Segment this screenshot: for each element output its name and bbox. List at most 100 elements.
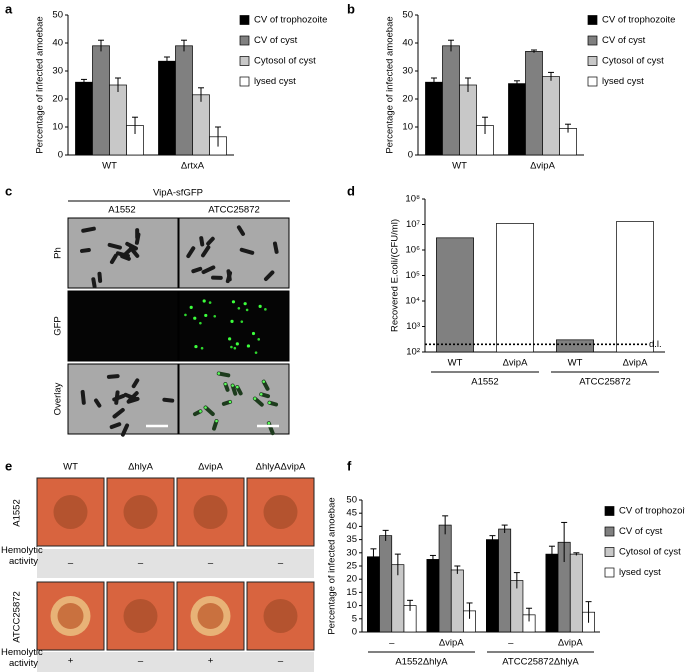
colony (263, 599, 298, 633)
bar (556, 339, 594, 353)
hemolytic-value: + (68, 656, 74, 667)
legend-swatch (604, 567, 615, 578)
hemolytic-value: – (278, 558, 284, 569)
x-tick-label: WT (448, 358, 463, 369)
y-tick-label: 10 (346, 600, 357, 611)
bacterium (201, 245, 211, 258)
legend-label: CV of trophozoite (619, 506, 685, 517)
gfp-focus (237, 307, 241, 310)
bacterium (212, 419, 219, 431)
bar (425, 81, 443, 156)
group-label: ATCC25872ΔhlyA (502, 657, 579, 668)
colony (53, 495, 88, 529)
legend-swatch (239, 76, 250, 87)
y-tick-label: 50 (52, 10, 63, 21)
y-tick-label: 50 (402, 10, 413, 21)
panel-title: VipA-sfGFP (153, 188, 203, 199)
legend-label: lysed cyst (602, 76, 644, 87)
legend-swatch (604, 506, 615, 516)
column-label: ΔhlyA (128, 462, 153, 473)
bacterium (112, 407, 125, 419)
x-tick-label: ΔvipA (623, 358, 648, 369)
y-tick-label: 15 (346, 587, 357, 598)
legend-label: CV of cyst (602, 35, 646, 46)
gfp-focus (243, 302, 247, 306)
bacterium (201, 265, 216, 275)
gfp-focus (262, 380, 266, 383)
bacterium (203, 405, 215, 416)
gfp-focus (236, 385, 239, 389)
y-tick-label: 10⁷ (406, 219, 421, 230)
x-tick-label: ΔrtxA (181, 161, 205, 172)
legend-label: lysed cyst (619, 567, 661, 578)
hemolytic-value: – (138, 558, 144, 569)
bar (379, 535, 393, 633)
gfp-focus (208, 301, 212, 304)
gfp-focus (257, 338, 261, 341)
legend-label: Cytosol of cyst (602, 56, 664, 67)
legend-swatch (587, 56, 598, 66)
hemolytic-band (37, 549, 314, 578)
bacterium (120, 423, 130, 437)
bacterium (186, 246, 196, 259)
bar (498, 528, 512, 633)
panel-label: b (347, 1, 355, 16)
group-label: A1552 (471, 377, 498, 388)
colony (193, 495, 228, 529)
gfp-focus (231, 300, 236, 304)
bacterium (81, 226, 96, 233)
x-tick-label: WT (452, 161, 467, 172)
micrograph (178, 217, 290, 289)
y-tick-label: 10³ (406, 321, 420, 332)
legend-swatch (239, 15, 250, 25)
colony (57, 603, 84, 629)
row-label: Overlay (53, 382, 64, 415)
hemolytic-value: – (138, 656, 144, 667)
bar (486, 539, 499, 633)
gfp-focus (199, 410, 202, 413)
y-tick-label: 10⁵ (405, 270, 420, 281)
y-tick-label: 10 (402, 122, 413, 133)
gfp-focus (264, 308, 267, 311)
y-axis-label: Percentage of infected amoebae (385, 16, 396, 153)
y-tick-label: 40 (346, 521, 357, 532)
gfp-focus (254, 351, 258, 354)
colony (123, 495, 158, 529)
legend-swatch (604, 547, 615, 557)
y-tick-label: 25 (346, 561, 357, 572)
bacterium (97, 271, 103, 283)
gfp-focus (184, 313, 187, 317)
y-tick-label: 30 (402, 66, 413, 77)
column-label: ATCC25872 (208, 205, 260, 216)
y-tick-label: 30 (52, 66, 63, 77)
micrograph (178, 363, 290, 435)
x-tick-label: ΔvipA (439, 638, 464, 649)
gfp-focus (199, 321, 202, 325)
group-label: ATCC25872 (579, 377, 631, 388)
bacterium (127, 391, 139, 403)
bar (175, 45, 193, 156)
micrographs (67, 217, 290, 437)
legend-swatch (604, 526, 615, 537)
bacterium (94, 398, 102, 408)
y-tick-label: 45 (346, 508, 357, 519)
bacterium (206, 236, 215, 246)
x-tick-label: – (508, 638, 514, 649)
bar (442, 45, 460, 156)
bacterium (112, 393, 126, 402)
bar (616, 221, 654, 353)
bacterium (261, 379, 270, 391)
bacterium (109, 253, 118, 265)
bar (92, 45, 110, 156)
bacterium (107, 242, 122, 250)
panel-label: e (5, 458, 12, 473)
legend-swatch (587, 76, 598, 87)
x-tick-label: ΔvipA (558, 638, 583, 649)
y-tick-label: 10 (52, 122, 63, 133)
column-label: A1552 (108, 205, 135, 216)
bar (192, 94, 210, 156)
gfp-focus (189, 305, 193, 309)
legend-label: Cytosol of cyst (254, 56, 316, 67)
y-tick-label: 40 (52, 38, 63, 49)
gfp-focus (235, 342, 239, 346)
